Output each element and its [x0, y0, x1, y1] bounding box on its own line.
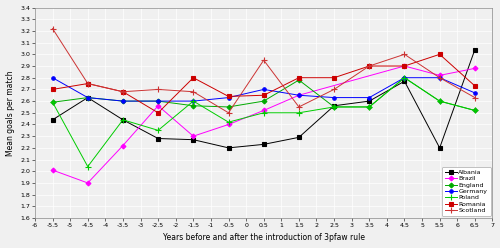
Germany [226, 96, 232, 99]
Romania [260, 94, 266, 97]
Albania [120, 118, 126, 121]
Poland [296, 111, 302, 114]
Line: Poland: Poland [50, 75, 478, 169]
Germany [331, 96, 337, 99]
Albania [155, 137, 161, 140]
Albania [296, 136, 302, 139]
Albania [402, 80, 407, 83]
Line: Brazil: Brazil [51, 64, 476, 185]
Albania [472, 48, 478, 51]
England [190, 104, 196, 107]
Scotland [50, 27, 56, 30]
Scotland [260, 59, 266, 62]
Germany [155, 100, 161, 103]
England [436, 100, 442, 103]
Brazil [226, 123, 232, 126]
England [366, 105, 372, 108]
Germany [436, 76, 442, 79]
Albania [436, 146, 442, 149]
Scotland [85, 82, 91, 85]
Albania [331, 104, 337, 107]
Brazil [260, 109, 266, 112]
Romania [155, 111, 161, 114]
England [402, 76, 407, 79]
Line: Romania: Romania [51, 53, 476, 115]
England [155, 100, 161, 103]
Scotland [472, 96, 478, 99]
Romania [436, 53, 442, 56]
Germany [120, 100, 126, 103]
Scotland [155, 88, 161, 91]
England [85, 96, 91, 99]
Y-axis label: Mean goals per match: Mean goals per match [6, 70, 15, 155]
Brazil [50, 169, 56, 172]
Brazil [472, 67, 478, 70]
Brazil [436, 74, 442, 77]
Scotland [366, 64, 372, 67]
Scotland [120, 90, 126, 93]
Romania [366, 64, 372, 67]
Legend: Albania, Brazil, England, Germany, Poland, Romania, Scotland: Albania, Brazil, England, Germany, Polan… [442, 167, 490, 216]
Romania [331, 76, 337, 79]
Romania [50, 88, 56, 91]
Germany [50, 76, 56, 79]
Brazil [402, 64, 407, 67]
Albania [190, 138, 196, 141]
Germany [85, 96, 91, 99]
Poland [260, 111, 266, 114]
Poland [155, 129, 161, 132]
Poland [366, 105, 372, 108]
Scotland [402, 53, 407, 56]
Germany [472, 92, 478, 94]
Albania [226, 146, 232, 149]
England [296, 79, 302, 82]
Line: Germany: Germany [51, 76, 476, 103]
Germany [402, 76, 407, 79]
Brazil [85, 182, 91, 185]
Brazil [190, 135, 196, 138]
Romania [226, 95, 232, 98]
Brazil [296, 94, 302, 97]
Romania [85, 82, 91, 85]
Scotland [190, 90, 196, 93]
Brazil [120, 144, 126, 147]
England [50, 101, 56, 104]
Poland [190, 100, 196, 103]
Line: Scotland: Scotland [50, 26, 478, 116]
Poland [472, 109, 478, 112]
Poland [120, 118, 126, 121]
Scotland [436, 76, 442, 79]
Germany [366, 96, 372, 99]
England [260, 100, 266, 103]
Scotland [331, 88, 337, 91]
England [226, 105, 232, 108]
Albania [50, 118, 56, 121]
Albania [85, 96, 91, 99]
Romania [472, 84, 478, 87]
Brazil [155, 104, 161, 107]
Scotland [226, 111, 232, 114]
Romania [402, 64, 407, 67]
Germany [190, 100, 196, 103]
England [331, 105, 337, 108]
Romania [296, 76, 302, 79]
Albania [366, 100, 372, 103]
Romania [120, 90, 126, 93]
Poland [226, 121, 232, 124]
Poland [50, 101, 56, 104]
Line: England: England [51, 76, 476, 112]
Romania [190, 76, 196, 79]
Scotland [296, 105, 302, 108]
X-axis label: Years before and after the introduction of 3pfaw rule: Years before and after the introduction … [162, 233, 364, 243]
Line: Albania: Albania [51, 48, 476, 150]
Poland [402, 76, 407, 79]
Poland [436, 100, 442, 103]
England [472, 109, 478, 112]
Germany [260, 88, 266, 91]
Poland [85, 165, 91, 168]
Germany [296, 94, 302, 97]
Poland [331, 105, 337, 108]
Albania [260, 143, 266, 146]
England [120, 100, 126, 103]
